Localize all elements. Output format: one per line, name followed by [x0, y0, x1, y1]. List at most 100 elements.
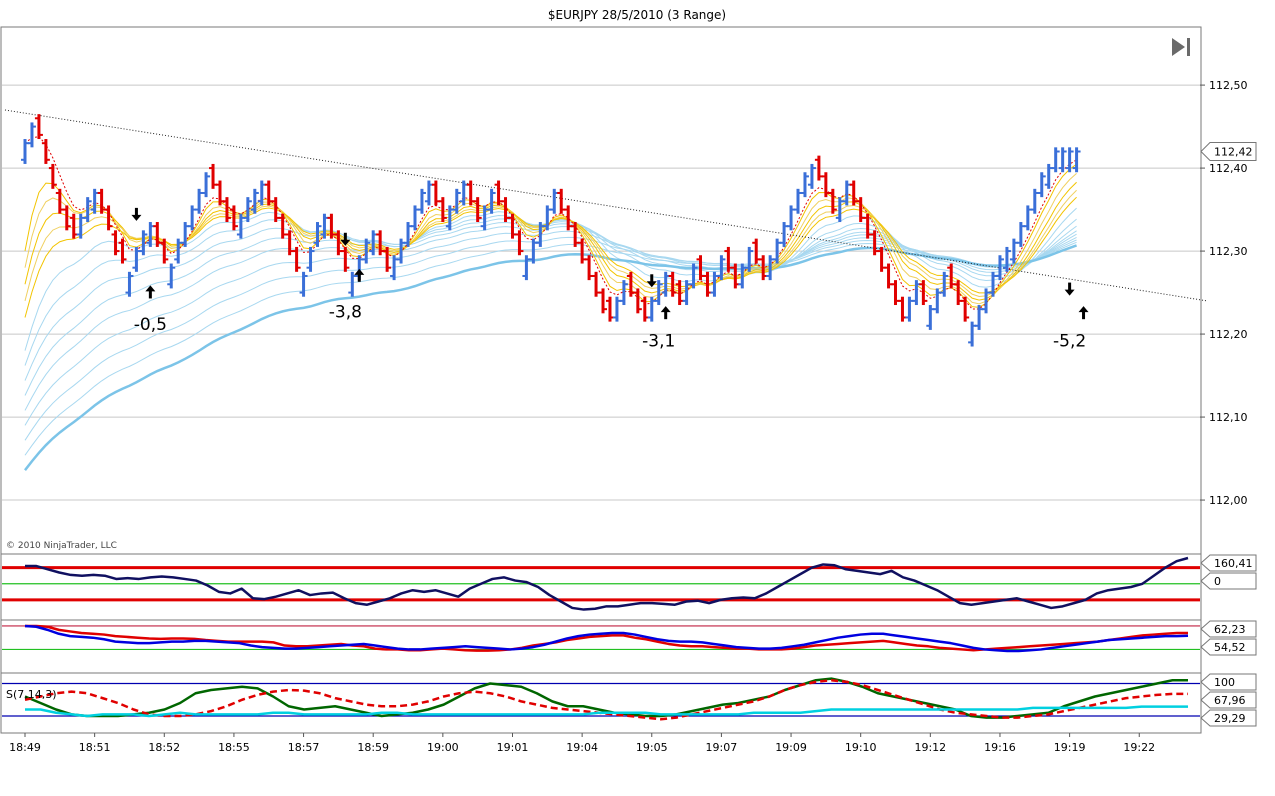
price-bar [473, 197, 482, 223]
time-tick-label: 19:19 [1054, 741, 1086, 754]
panel-value-marker [1200, 638, 1257, 656]
price-bar [383, 246, 392, 272]
price-bar [487, 188, 496, 214]
panel-value-marker [1200, 620, 1257, 638]
price-bar [633, 288, 642, 314]
arrow-head [1064, 289, 1075, 296]
price-bar [995, 255, 1004, 281]
time-tick-label: 18:57 [288, 741, 320, 754]
panel-value-marker [1200, 691, 1257, 709]
price-bar [362, 238, 371, 264]
chart-title: $EURJPY 28/5/2010 (3 Range) [548, 8, 726, 22]
arrow-head [145, 285, 156, 292]
price-bar [34, 114, 43, 140]
price-bar [83, 197, 92, 223]
price-tick-label: 112,30 [1209, 245, 1248, 258]
time-tick-label: 19:07 [706, 741, 738, 754]
price-tick-label: 112,20 [1209, 328, 1248, 341]
blue-ma-line [24, 230, 1077, 426]
annotation-label: -0,5 [134, 315, 167, 335]
annotations: -0,5 -3,8 -3,1 -5,2 [134, 302, 1086, 351]
time-tick-label: 18:59 [357, 741, 389, 754]
price-bar [417, 188, 426, 214]
price-bar [1065, 147, 1074, 173]
panel-name-label: S(7,14,3) [6, 688, 57, 701]
price-bar [41, 139, 50, 164]
arrow-shaft [357, 273, 361, 282]
price-bar [940, 271, 949, 297]
price-bar [111, 230, 120, 256]
price-bar [250, 188, 259, 214]
time-tick-label: 18:55 [218, 741, 250, 754]
panel-value-label: 0 [1214, 575, 1221, 588]
indicator-line [24, 624, 1189, 653]
price-bar [807, 163, 816, 189]
price-bar [452, 188, 461, 214]
price-bar [654, 280, 663, 306]
skip-to-end-icon[interactable] [1172, 38, 1190, 56]
panel-value-marker [1200, 673, 1257, 691]
indicator-panels: 160,41 0 62,23 54,52 S(7,14,3) 100 67,96 29,29 [2, 554, 1257, 727]
price-bar [1002, 246, 1011, 272]
time-tick-label: 19:10 [845, 741, 877, 754]
arrow-shaft [1068, 282, 1072, 291]
annotation-label: -5,2 [1053, 332, 1086, 352]
annotation-label: -3,8 [329, 302, 362, 322]
arrow-head [646, 281, 657, 288]
price-bar [167, 263, 176, 289]
signal-arrows [131, 207, 1089, 320]
time-tick-label: 19:12 [914, 741, 946, 754]
arrow-head [354, 268, 365, 275]
price-bar [229, 205, 238, 231]
panel-value-label: 100 [1214, 676, 1235, 689]
arrow-down-icon [1064, 282, 1075, 296]
panel-value-label: 54,52 [1214, 641, 1246, 654]
price-bar [668, 271, 677, 297]
blue-ma-line [24, 241, 1077, 456]
arrow-head [660, 306, 671, 313]
price-bar [313, 222, 322, 247]
price-bars [21, 114, 1081, 347]
indicator-line [25, 705, 1188, 718]
arrow-down-icon [340, 232, 351, 246]
arrow-shaft [1082, 311, 1086, 320]
panel-value-label: 29,29 [1214, 712, 1246, 725]
panel-value-marker [1200, 709, 1257, 727]
time-tick-label: 18:52 [148, 741, 180, 754]
arrow-shaft [148, 290, 152, 299]
price-bar [104, 205, 113, 231]
arrow-up-icon [145, 285, 156, 299]
price-bar [961, 296, 970, 322]
time-tick-label: 19:05 [636, 741, 668, 754]
price-bar [299, 271, 308, 297]
price-bar [306, 246, 315, 272]
time-tick-label: 18:49 [9, 741, 41, 754]
price-tick-label: 112,50 [1209, 79, 1248, 92]
price-tick-label: 112,00 [1209, 494, 1248, 507]
blue-ma-line [24, 244, 1077, 471]
price-bar [139, 230, 148, 256]
price-bar [1072, 147, 1081, 173]
time-tick-label: 18:51 [79, 741, 111, 754]
price-bar [62, 205, 71, 231]
time-tick-label: 19:16 [984, 741, 1016, 754]
price-bar [243, 197, 252, 223]
price-bar [438, 197, 447, 223]
time-tick-label: 19:01 [497, 741, 529, 754]
price-bar [745, 246, 754, 272]
price-bar [619, 280, 628, 306]
indicator-panel-2-frame [0, 619, 1202, 674]
time-axis: 18:49 18:51 18:52 18:55 18:57 18:59 19:00 19:01… [9, 733, 1155, 754]
price-bar [48, 163, 57, 189]
price-bar [202, 172, 211, 198]
price-bar [1037, 172, 1046, 198]
time-tick-label: 19:04 [566, 741, 598, 754]
blue-ma-line [24, 236, 1077, 441]
price-panel-frame [0, 26, 1202, 555]
time-tick-label: 19:00 [427, 741, 459, 754]
panel-value-marker [1200, 554, 1257, 572]
arrow-head [131, 214, 142, 221]
indicator-panel-1-frame [0, 553, 1202, 621]
